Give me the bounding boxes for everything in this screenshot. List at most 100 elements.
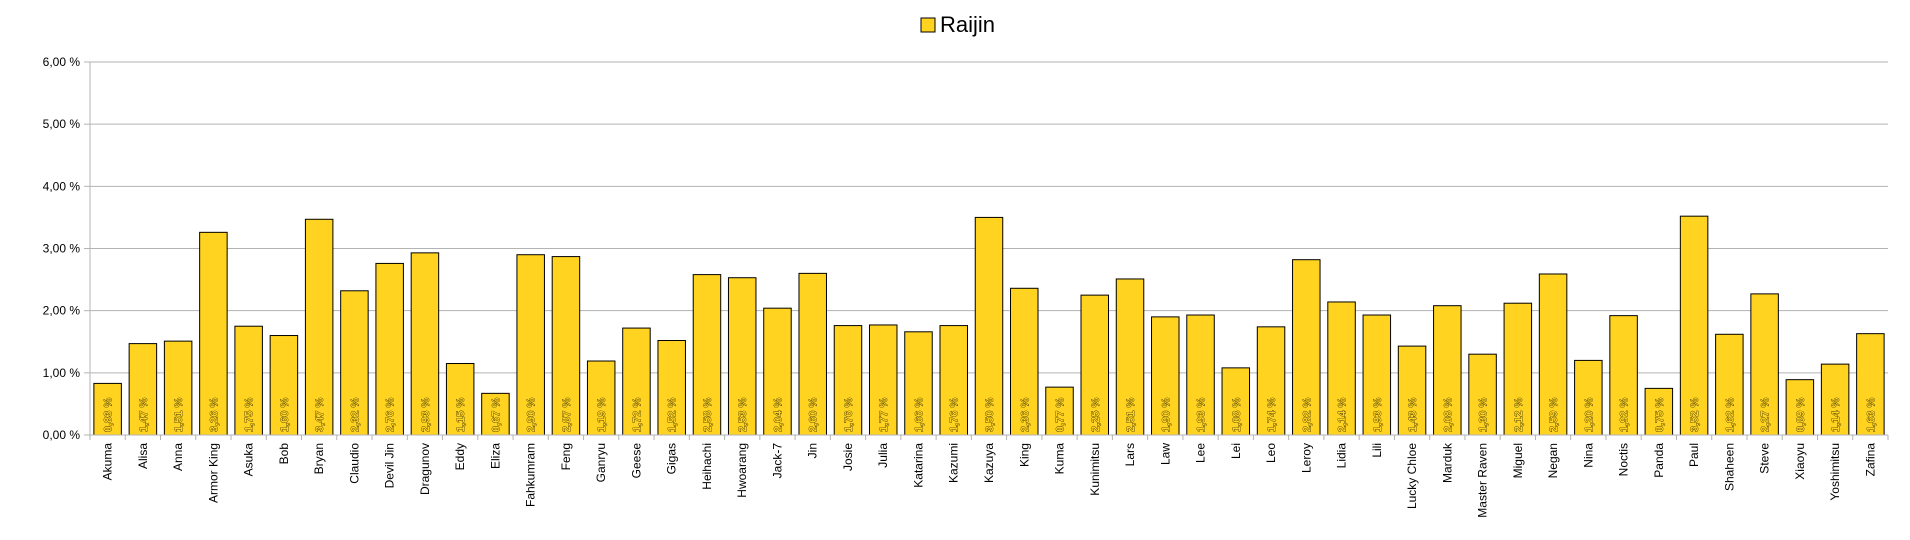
data-label: 1,15 % [455, 398, 467, 432]
data-label: 2,14 % [1337, 398, 1349, 432]
data-label: 1,08 % [1231, 398, 1243, 432]
data-label: 3,52 % [1689, 398, 1701, 432]
x-tick-label: Josie [841, 443, 855, 471]
bar [833, 325, 863, 436]
bar [1503, 302, 1533, 436]
bar [1221, 367, 1251, 436]
data-label: 2,90 % [526, 398, 538, 432]
x-tick-label: Master Raven [1476, 443, 1490, 518]
bar [1609, 315, 1638, 436]
bar [1327, 301, 1356, 436]
bar [1715, 333, 1744, 436]
x-tick-label: Kazumi [947, 443, 961, 483]
bar [974, 216, 1004, 436]
bar [727, 277, 757, 436]
bar [551, 256, 581, 436]
data-label: 1,43 % [1407, 398, 1419, 432]
bar [445, 363, 475, 436]
data-label: 1,30 % [1478, 398, 1490, 432]
y-tick-label: 2,00 % [43, 304, 81, 318]
data-label: 0,77 % [1055, 398, 1067, 432]
data-label: 0,83 % [103, 398, 115, 432]
data-label: 0,67 % [490, 398, 502, 432]
data-label: 2,93 % [420, 398, 432, 432]
bar [1362, 314, 1392, 436]
bar [868, 324, 898, 436]
x-tick-label: Bryan [312, 443, 326, 474]
bar [1256, 326, 1286, 436]
data-label: 1,60 % [279, 398, 291, 432]
x-tick-label: Panda [1652, 443, 1666, 478]
bars: 0,83 % 1,47 % 1,51 % 3,26 % 1,75 % 1,60 % 3,47… [93, 215, 1885, 436]
data-label: 2,32 % [349, 398, 361, 432]
bar [375, 262, 404, 436]
x-tick-label: Eddy [453, 443, 467, 470]
axes: 0,00 % 1,00 % 2,00 % 3,00 % 4,00 % 5,00 % 6,00… [43, 55, 1889, 518]
x-tick-label: Noctis [1617, 443, 1631, 476]
data-label: 2,59 % [1548, 398, 1560, 432]
y-tick-label: 5,00 % [43, 117, 81, 131]
data-label: 1,63 % [1865, 398, 1877, 432]
x-tick-label: Lee [1194, 443, 1208, 463]
x-tick-label: Kunimitsu [1088, 443, 1102, 496]
bar [1292, 259, 1321, 436]
data-label: 1,47 % [138, 398, 150, 432]
data-label: 3,26 % [208, 398, 220, 432]
bar [622, 327, 651, 436]
x-tick-label: King [1017, 443, 1031, 467]
x-tick-label: Gigas [665, 443, 679, 474]
legend-label-raijin: Raijin [940, 12, 995, 37]
y-tick-label: 4,00 % [43, 179, 81, 193]
x-tick-label: Nina [1581, 443, 1595, 468]
bar [1574, 359, 1603, 436]
x-tick-label: Eliza [488, 443, 502, 469]
data-label: 1,14 % [1830, 398, 1842, 432]
bar [1820, 363, 1850, 436]
data-label: 1,93 % [1372, 398, 1384, 432]
x-tick-label: Devil Jin [383, 443, 397, 488]
bar [1080, 294, 1110, 436]
data-label: 1,51 % [173, 398, 185, 432]
data-label: 1,74 % [1266, 398, 1278, 432]
x-tick-label: Lidia [1335, 443, 1349, 469]
data-label: 2,76 % [385, 398, 397, 432]
x-tick-label: Miguel [1511, 443, 1525, 478]
x-tick-label: Feng [559, 443, 573, 470]
data-label: 2,87 % [561, 398, 573, 432]
data-label: 2,36 % [1019, 398, 1031, 432]
y-tick-label: 3,00 % [43, 242, 81, 256]
bar [340, 290, 369, 436]
x-tick-label: Hwoarang [735, 443, 749, 498]
x-tick-label: Leo [1264, 443, 1278, 463]
bar [586, 360, 616, 436]
data-label: 0,75 % [1654, 398, 1666, 432]
x-tick-label: Armor King [206, 443, 220, 503]
data-label: 1,76 % [949, 398, 961, 432]
x-tick-label: Heihachi [700, 443, 714, 490]
x-tick-label: Lili [1370, 443, 1384, 458]
x-tick-label: Anna [171, 443, 185, 471]
bar [1397, 345, 1427, 436]
bar [1750, 293, 1779, 436]
bar [128, 343, 158, 436]
bar [1045, 386, 1074, 436]
bar [657, 340, 686, 436]
y-tick-label: 6,00 % [43, 55, 81, 69]
data-label: 1,90 % [1160, 398, 1172, 432]
y-tick-label: 1,00 % [43, 366, 81, 380]
x-tick-label: Fahkumram [524, 443, 538, 507]
x-tick-label: Zafina [1863, 443, 1877, 477]
bar [481, 392, 510, 436]
x-tick-label: Akuma [101, 443, 115, 481]
data-label: 1,19 % [596, 398, 608, 432]
bar [1785, 379, 1815, 436]
data-label: 2,82 % [1301, 398, 1313, 432]
x-tick-label: Xiaoyu [1793, 443, 1807, 480]
data-label: 1,77 % [878, 398, 890, 432]
data-label: 2,12 % [1513, 398, 1525, 432]
data-label: 2,51 % [1125, 398, 1137, 432]
x-tick-label: Negan [1546, 443, 1560, 478]
x-tick-label: Leroy [1299, 443, 1313, 473]
data-label: 2,27 % [1760, 398, 1772, 432]
